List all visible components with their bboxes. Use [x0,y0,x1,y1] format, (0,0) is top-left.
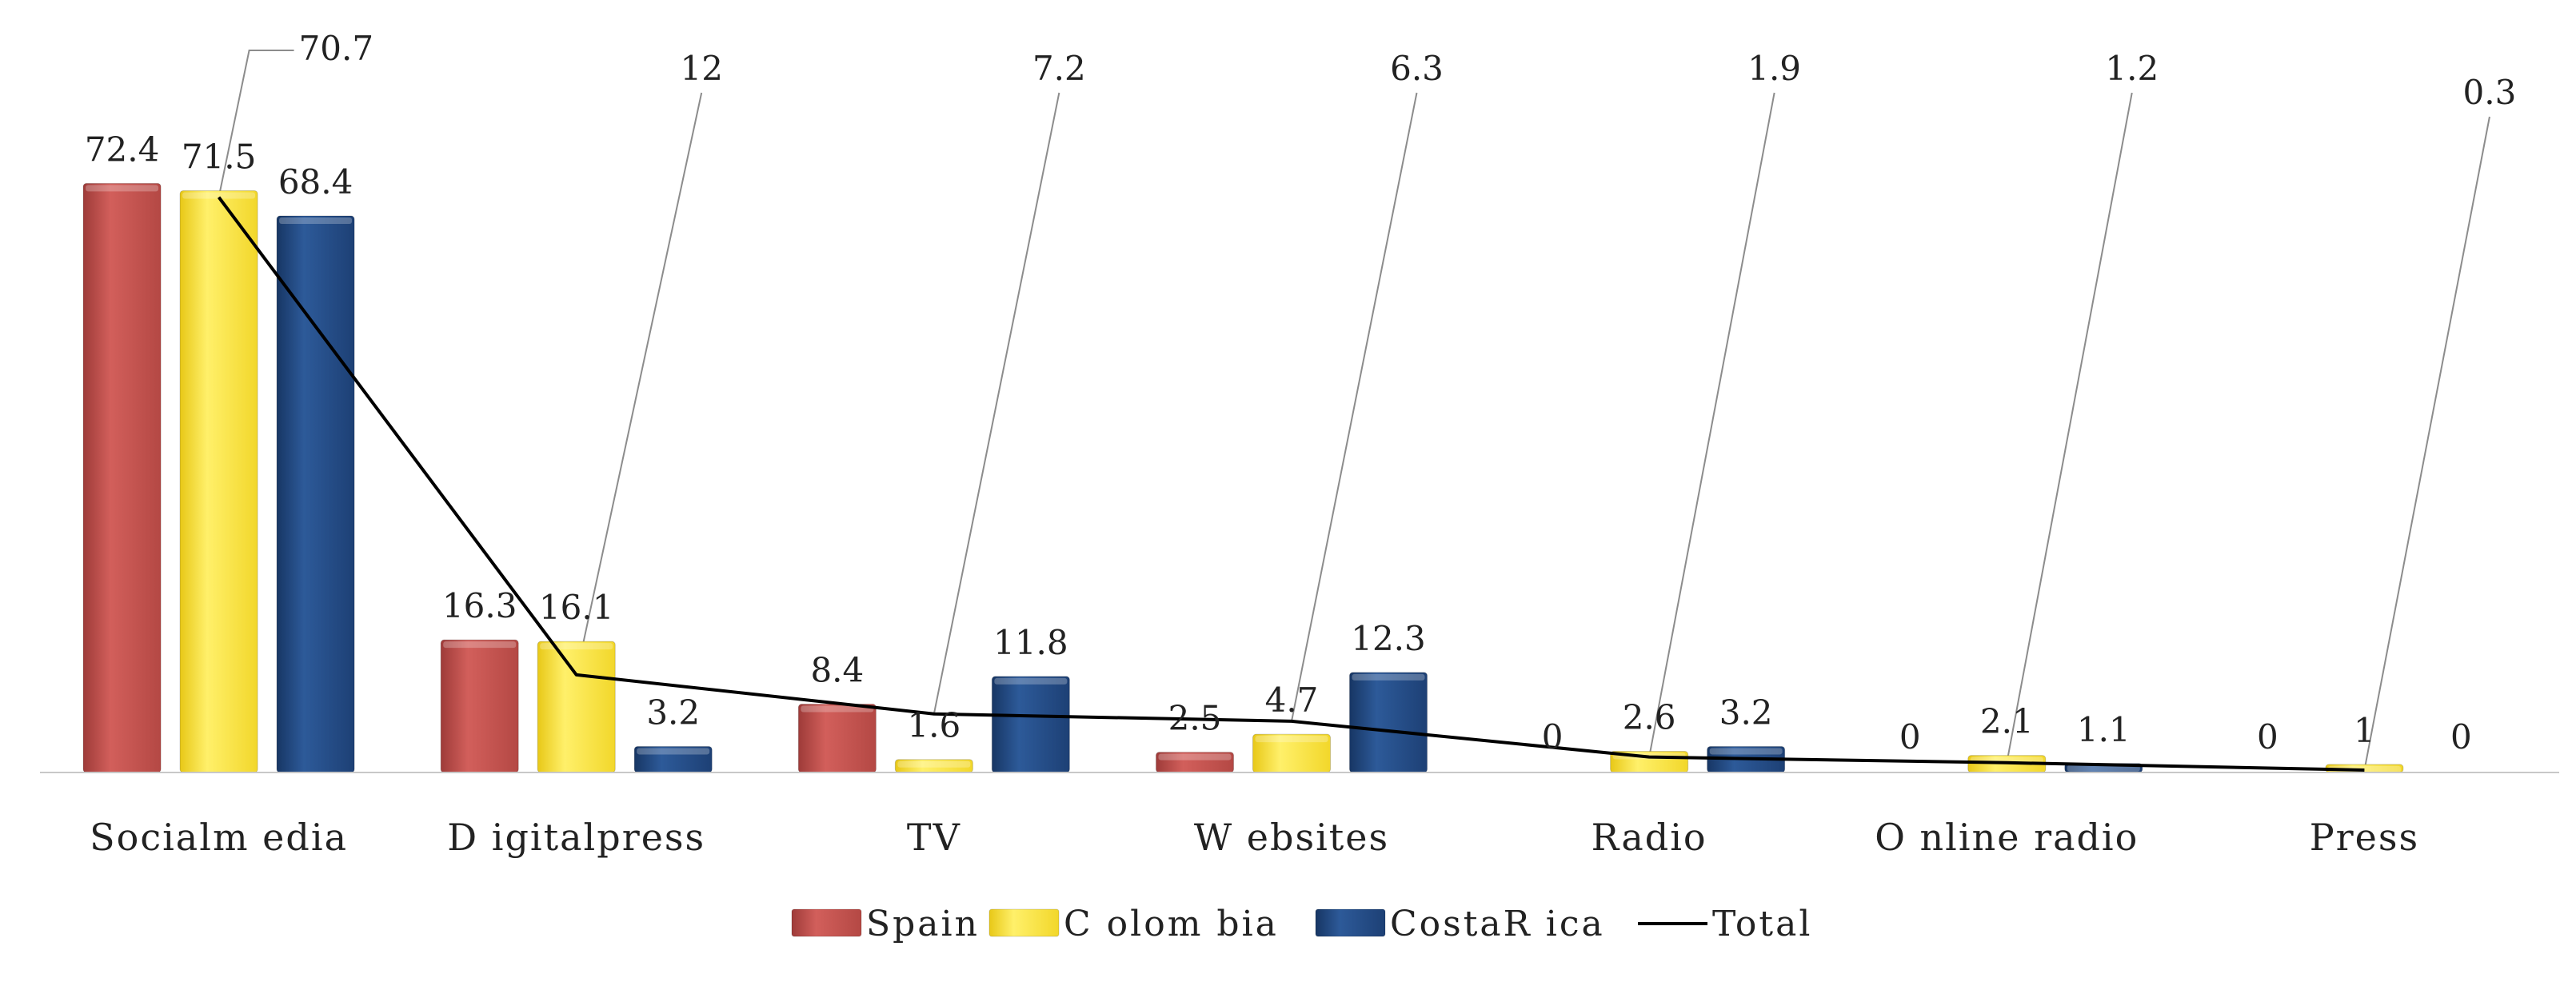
total-leader-w-ebsites [1291,92,1418,722]
value-label-costar-ica-d-igitalpress: 3.2 [646,693,700,732]
total-value-label-w-ebsites: 6.3 [1390,49,1444,88]
bar-highlight [86,185,159,192]
bar-marks [82,182,2404,773]
legend-swatch-c-olom-bia [988,908,1060,937]
total-leader-tv [933,92,1060,714]
value-label-c-olom-bia-w-ebsites: 4.7 [1265,681,1319,720]
category-label-d-igitalpress: D igitalpress [447,816,705,859]
value-label-spain-tv: 8.4 [810,651,864,690]
bar-highlight [801,705,874,713]
value-label-c-olom-bia-o-nline-radio: 2.1 [1980,702,2034,741]
legend: Spain C olom bia CostaR ica Total [791,904,1812,944]
total-line-layer [217,196,2365,772]
bar-spain-tv [797,704,877,773]
bar-highlight [443,641,517,649]
value-label-costar-ica-o-nline-radio: 1.1 [2077,710,2131,749]
bar-costar-ica-tv [991,676,1070,773]
legend-label-c-olom-bia: C olom bia [1064,904,1279,944]
value-label-costar-ica-radio: 3.2 [1719,693,1773,732]
value-label-c-olom-bia-radio: 2.6 [1623,698,1676,737]
value-label-spain-d-igitalpress: 16.3 [442,586,517,625]
total-label-leaders [218,50,2490,771]
value-label-c-olom-bia-press: 1 [2354,711,2375,750]
total-leader-o-nline-radio [2006,92,2133,763]
data-labels: 72.4 71.568.416.3 16.13.28.41.611.82.5 4.71… [85,29,2517,756]
total-value-label-tv: 7.2 [1032,49,1086,88]
bar-highlight [994,677,1068,685]
value-label-spain-radio: 0 [1542,717,1564,756]
value-label-c-olom-bia-d-igitalpress: 16.1 [539,588,614,627]
bar-spain-d-igitalpress [440,639,519,773]
category-label-o-nline-radio: O nline radio [1875,816,2139,859]
bar-highlight [637,748,710,755]
value-label-c-olom-bia-tv: 1.6 [907,706,961,745]
value-label-spain-socialm-edia: 72.4 [85,130,160,169]
total-value-label-d-igitalpress: 12 [680,49,722,88]
value-label-c-olom-bia-socialm-edia: 71.5 [182,137,257,176]
bar-highlight [1255,736,1328,743]
value-label-spain-o-nline-radio: 0 [1899,717,1921,756]
total-value-label-press: 0.3 [2463,73,2517,112]
value-label-costar-ica-socialm-edia: 68.4 [278,162,353,202]
bar-costar-ica-socialm-edia [276,215,355,773]
legend-label-costar-ica: CostaR ica [1390,904,1605,944]
value-label-costar-ica-tv: 11.8 [993,623,1068,662]
category-label-radio: Radio [1592,816,1707,859]
category-labels: Socialm edia D igitalpress TV W ebsites Radi… [90,816,2419,859]
legend-swatch-spain [791,908,862,937]
total-value-label-socialm-edia: 70.7 [299,29,374,68]
bar-costar-ica-w-ebsites [1349,672,1428,773]
legend-label-spain: Spain [866,904,980,944]
total-leader-press [2363,116,2490,771]
bar-highlight [1158,753,1232,760]
total-value-label-radio: 1.9 [1747,49,1801,88]
value-label-costar-ica-w-ebsites: 12.3 [1351,619,1426,658]
bar-spain-socialm-edia [82,182,162,773]
value-label-spain-w-ebsites: 2.5 [1168,699,1222,738]
category-label-w-ebsites: W ebsites [1194,816,1389,859]
bar-highlight [1352,673,1425,681]
total-value-label-o-nline-radio: 1.2 [2105,49,2159,88]
total-line [217,196,2365,772]
category-label-socialm-edia: Socialm edia [90,816,348,859]
legend-label-total: Total [1712,904,1812,944]
total-leader-d-igitalpress [575,92,703,676]
value-label-costar-ica-press: 0 [2450,717,2472,756]
value-label-spain-press: 0 [2257,717,2278,756]
bar-c-olom-bia-socialm-edia [179,190,258,773]
bar-highlight [182,192,256,199]
total-leader-socialm-edia [218,50,294,198]
total-leader-radio [1648,92,1775,757]
category-label-press: Press [2310,816,2419,859]
bar-highlight [1709,748,1783,755]
bar-highlight [897,760,971,768]
bar-highlight [2067,764,2140,772]
bar-c-olom-bia-d-igitalpress [537,641,616,773]
bar-highlight [279,218,353,225]
legend-swatch-costar-ica [1315,908,1386,937]
category-label-tv: TV [907,816,961,859]
bar-highlight [540,643,613,650]
